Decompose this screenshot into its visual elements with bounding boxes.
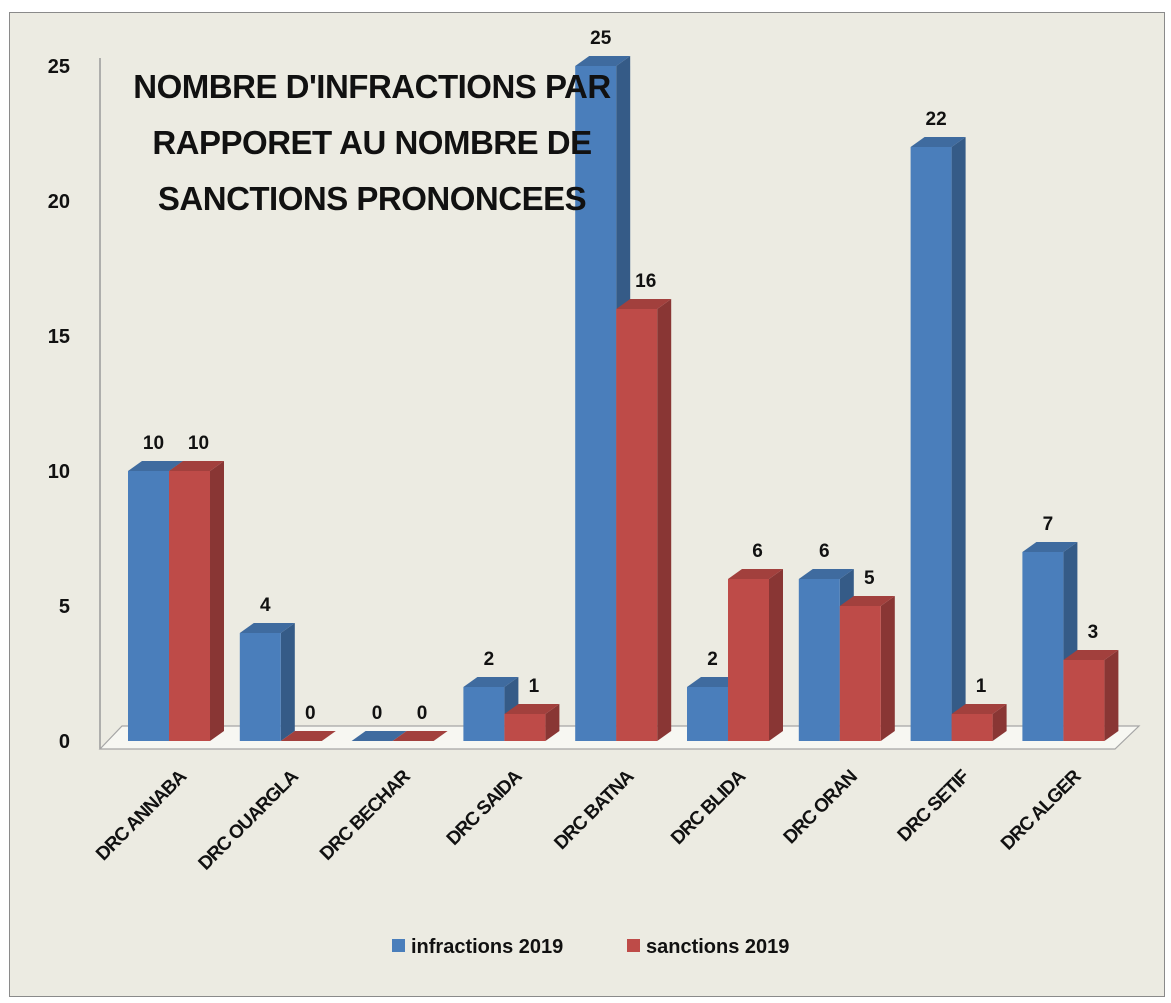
bar-infractions xyxy=(239,623,295,741)
y-tick-label: 15 xyxy=(48,326,70,348)
bar-sanctions xyxy=(392,731,448,741)
data-labels: 10 10 4 0 0 0 2 1 25 16 2 6 6 5 22 1 7 3 xyxy=(143,28,1098,724)
data-label: 5 xyxy=(864,568,875,589)
category-label: DRC ORAN xyxy=(780,766,862,848)
data-label: 1 xyxy=(529,676,540,697)
category-label: DRC OUARGLA xyxy=(195,766,304,875)
legend-label: infractions 2019 xyxy=(411,936,563,958)
data-label: 7 xyxy=(1043,514,1054,535)
data-label: 2 xyxy=(707,649,718,670)
bar-infractions xyxy=(351,731,407,741)
chart-title-line: SANCTIONS PRONONCEES xyxy=(158,180,586,217)
category-label: DRC ALGER xyxy=(997,766,1086,855)
category-label: DRC BECHAR xyxy=(316,766,415,865)
data-label: 1 xyxy=(976,676,987,697)
category-label: DRC BLIDA xyxy=(667,766,750,849)
legend-item: infractions 2019 xyxy=(392,936,563,958)
data-label: 0 xyxy=(305,703,316,724)
data-label: 0 xyxy=(417,703,428,724)
data-label: 25 xyxy=(590,28,612,49)
data-label: 0 xyxy=(372,703,383,724)
y-tick-label: 10 xyxy=(48,461,70,483)
legend-label: sanctions 2019 xyxy=(646,936,789,958)
chart-title-line: RAPPORET AU NOMBRE DE xyxy=(152,124,591,161)
category-label: DRC SETIF xyxy=(894,766,974,846)
bars xyxy=(128,56,1119,741)
bar-sanctions xyxy=(616,299,672,741)
category-label: DRC BATNA xyxy=(550,766,638,854)
chart-title: NOMBRE D'INFRACTIONS PAR RAPPORET AU NOMB… xyxy=(133,68,611,217)
y-tick-label: 0 xyxy=(59,731,70,753)
bar-sanctions xyxy=(280,731,336,741)
data-label: 2 xyxy=(484,649,495,670)
bar-sanctions xyxy=(169,461,224,741)
data-label: 10 xyxy=(143,433,164,454)
category-label: DRC ANNABA xyxy=(92,766,191,865)
legend-item: sanctions 2019 xyxy=(627,936,789,958)
y-axis-ticks: 0 5 10 15 20 25 xyxy=(48,56,70,753)
y-tick-label: 5 xyxy=(59,596,70,618)
y-tick-label: 25 xyxy=(48,56,70,78)
legend-swatch xyxy=(392,939,405,952)
data-label: 6 xyxy=(819,541,830,562)
bar-sanctions xyxy=(504,704,560,741)
y-tick-label: 20 xyxy=(48,191,70,213)
data-label: 10 xyxy=(188,433,209,454)
data-label: 4 xyxy=(260,595,271,616)
bar-sanctions xyxy=(951,704,1007,741)
legend-swatch xyxy=(627,939,640,952)
chart-title-line: NOMBRE D'INFRACTIONS PAR xyxy=(133,68,611,105)
legend: infractions 2019 sanctions 2019 xyxy=(392,936,789,958)
data-label: 22 xyxy=(926,109,947,130)
data-label: 16 xyxy=(635,271,656,292)
bar-sanctions xyxy=(728,569,783,741)
bar-infractions xyxy=(910,137,966,741)
bar-infractions xyxy=(1022,542,1078,741)
bar-sanctions xyxy=(839,596,895,741)
category-label: DRC SAIDA xyxy=(443,766,527,850)
bar-sanctions xyxy=(1063,650,1119,741)
category-labels: DRC ANNABA DRC OUARGLA DRC BECHAR DRC SAIDA… xyxy=(92,766,1086,875)
data-label: 3 xyxy=(1088,622,1099,643)
data-label: 6 xyxy=(752,541,763,562)
